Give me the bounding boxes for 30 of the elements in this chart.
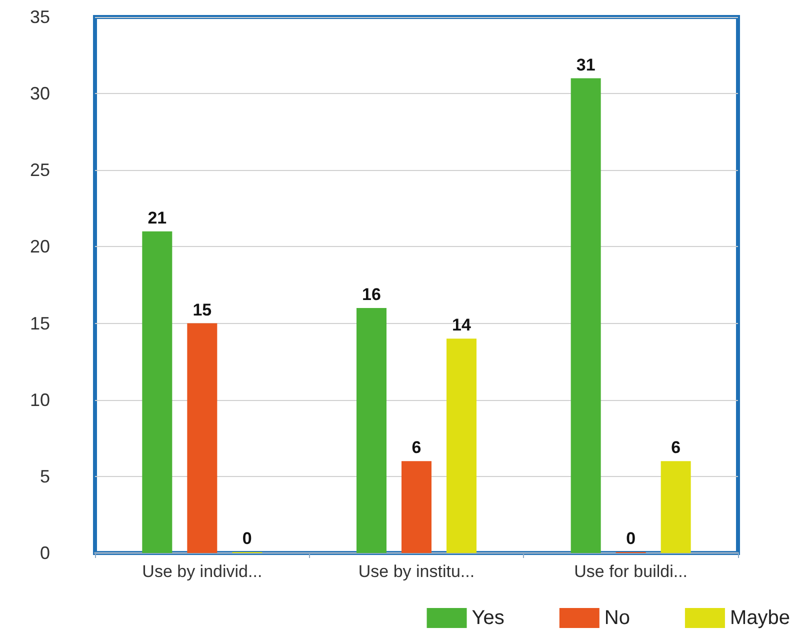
bar: [570, 78, 601, 553]
legend-label: Yes: [472, 607, 504, 629]
bar: [187, 323, 218, 553]
y-tick-label: 20: [30, 236, 50, 257]
data-label: 15: [192, 300, 212, 320]
bar: [142, 231, 172, 553]
data-label: 31: [576, 55, 596, 74]
y-tick-label: 15: [30, 313, 50, 334]
data-label: 0: [242, 529, 252, 548]
data-label: 21: [148, 208, 167, 228]
x-tick-label: Use by institu...: [358, 562, 475, 581]
y-tick-label: 30: [30, 84, 50, 104]
data-label: 16: [362, 284, 381, 304]
data-label: 0: [626, 529, 636, 548]
y-tick-label: 10: [30, 390, 50, 410]
x-tick-label: Use by individ...: [142, 562, 262, 581]
data-label: 14: [452, 316, 472, 335]
y-tick-label: 0: [40, 543, 50, 563]
legend-label: Maybe: [730, 607, 790, 629]
y-tick-label: 35: [30, 7, 50, 27]
data-label: 6: [671, 438, 681, 458]
bar: [402, 461, 432, 553]
x-tick-label: Use for buildi...: [574, 562, 688, 581]
bar: [446, 338, 476, 553]
bar: [660, 461, 691, 553]
y-tick-label: 5: [40, 466, 50, 486]
bar: [356, 308, 386, 553]
legend-label: No: [604, 607, 630, 629]
y-tick-label: 25: [30, 160, 50, 180]
data-label: 6: [412, 438, 422, 458]
